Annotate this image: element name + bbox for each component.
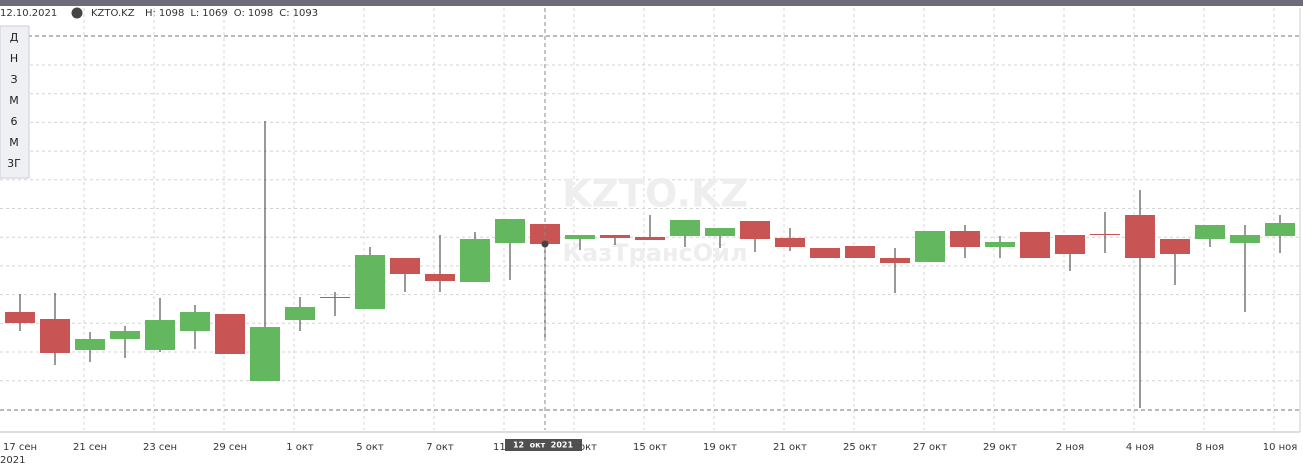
ohlc-value: 1093 xyxy=(293,8,318,19)
crosshair-dot xyxy=(541,240,549,248)
crosshair-label: 12 окт 2021 xyxy=(513,441,574,450)
header-date: 12.10.2021 xyxy=(0,8,57,19)
candle-body xyxy=(355,255,385,309)
candle-body xyxy=(250,327,280,381)
ohlc-value: 1069 xyxy=(202,8,227,19)
header-ohlc: H: 1098 L: 1069 O: 1098 C: 1093 xyxy=(145,8,318,19)
candle-body xyxy=(985,242,1015,247)
candle-body xyxy=(950,231,980,247)
toolbar-bg xyxy=(0,25,30,179)
x-tick-label: 21 сен xyxy=(73,442,107,453)
candle-body xyxy=(215,314,245,354)
x-tick-label: 29 сен xyxy=(213,442,247,453)
x-tick-label: 4 ноя xyxy=(1126,442,1154,453)
period-button[interactable]: 3Г xyxy=(7,157,21,170)
ohlc-label: O: xyxy=(234,8,245,19)
period-button[interactable]: Н xyxy=(10,52,18,65)
x-tick-label: 27 окт xyxy=(913,442,947,453)
candle-body xyxy=(810,248,840,258)
candle-body xyxy=(635,237,665,240)
x-tick-label: 23 сен xyxy=(143,442,177,453)
ohlc-value: 1098 xyxy=(159,8,184,19)
candle-body xyxy=(75,339,105,350)
x-tick-label: 21 окт xyxy=(773,442,807,453)
candle-body xyxy=(1265,223,1295,236)
period-button[interactable]: М xyxy=(9,136,19,149)
ohlc-label: L: xyxy=(190,8,199,19)
ohlc-label: C: xyxy=(279,8,289,19)
x-year-label: 2021 xyxy=(0,455,25,465)
top-bar xyxy=(0,0,1303,6)
candle-body xyxy=(1125,215,1155,258)
crosshair-box xyxy=(505,439,582,451)
candle-body xyxy=(1090,234,1120,235)
candle-body xyxy=(390,258,420,274)
candle-body xyxy=(775,238,805,247)
candle-body xyxy=(740,221,770,239)
candle-body xyxy=(705,228,735,236)
candle-body xyxy=(565,235,595,239)
candle-body xyxy=(180,312,210,331)
candle-body xyxy=(460,239,490,282)
candle-body xyxy=(145,320,175,350)
x-tick-label: 17 сен xyxy=(3,442,37,453)
x-tick-label: 1 окт xyxy=(286,442,314,453)
x-tick-label: 19 окт xyxy=(703,442,737,453)
candle-body xyxy=(670,220,700,236)
candle-body xyxy=(880,258,910,263)
candle-body xyxy=(495,219,525,243)
ohlc-value: 1098 xyxy=(248,8,273,19)
header-dot xyxy=(71,7,83,19)
candle-body xyxy=(600,235,630,238)
x-tick-label: 25 окт xyxy=(843,442,877,453)
header-ticker: KZTO.KZ xyxy=(91,8,135,19)
candle-body xyxy=(1230,235,1260,243)
period-button[interactable]: 6 xyxy=(11,115,18,128)
candles xyxy=(5,121,1295,408)
candle-body xyxy=(40,319,70,353)
x-axis: 17 сен 21 сен 23 сен 29 сен 1 окт 5 окт 7 окт 1… xyxy=(0,8,1297,465)
candle-body xyxy=(5,312,35,323)
candle-body xyxy=(285,307,315,320)
candle-body xyxy=(845,246,875,258)
candle-body xyxy=(1160,239,1190,254)
candle-body xyxy=(425,274,455,281)
candle-body xyxy=(110,331,140,339)
candle-body xyxy=(1195,225,1225,239)
x-tick-label: 15 окт xyxy=(633,442,667,453)
x-tick-label: 7 окт xyxy=(426,442,454,453)
candle-body xyxy=(1020,232,1050,258)
x-tick-label: 2 ноя xyxy=(1056,442,1084,453)
watermark-subtitle: КазТрансОйл xyxy=(562,239,747,267)
candle-body xyxy=(320,297,350,298)
x-tick-label: 8 ноя xyxy=(1196,442,1224,453)
x-tick-label: 10 ноя xyxy=(1263,442,1298,453)
x-tick-label: 5 окт xyxy=(356,442,384,453)
period-button[interactable]: М xyxy=(9,94,19,107)
period-button[interactable]: З xyxy=(10,73,17,86)
watermark-title: KZTO.KZ xyxy=(562,172,748,216)
x-tick-label: 29 окт xyxy=(983,442,1017,453)
candle-body xyxy=(915,231,945,262)
ohlc-label: H: xyxy=(145,8,156,19)
period-button[interactable]: Д xyxy=(10,31,19,44)
candle-body xyxy=(1055,235,1085,254)
